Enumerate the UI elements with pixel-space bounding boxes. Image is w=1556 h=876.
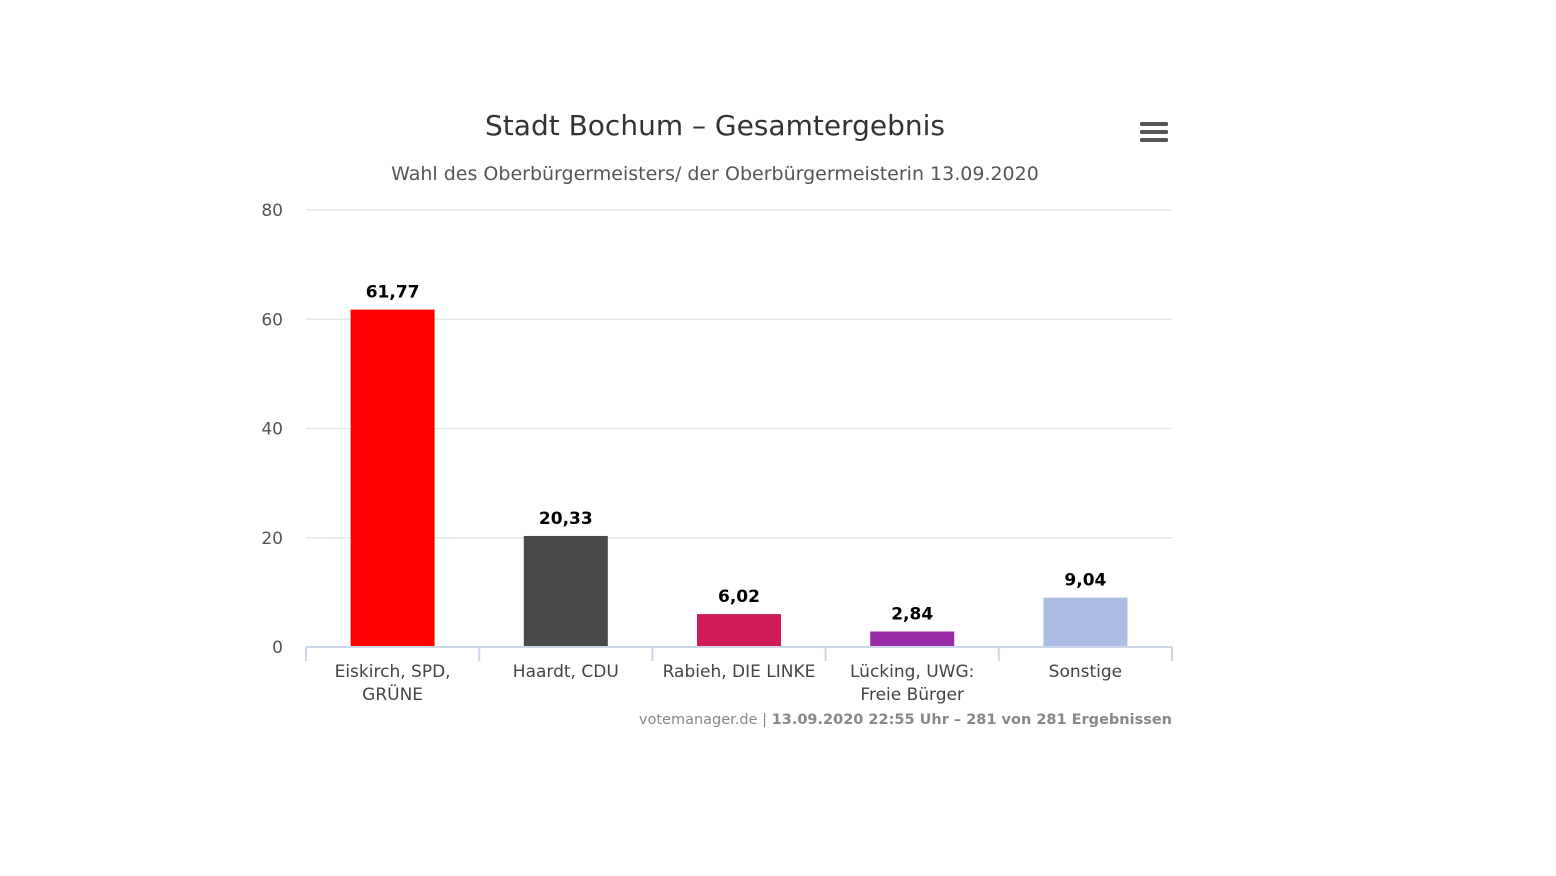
x-tick-label: Sonstige [1049,662,1122,682]
grid [306,209,1172,539]
bar[interactable] [870,631,955,647]
x-tick-label-line: Eiskirch, SPD, [335,662,451,682]
data-label: 6,02 [718,587,760,607]
hamburger-menu-icon[interactable] [1140,122,1168,142]
x-axis: Eiskirch, SPD, GRÜNE Haardt, CDU Rabieh, DI… [305,646,1173,705]
x-tick-label: Haardt, CDU [513,662,619,682]
data-labels: 61,77 20,33 6,02 2,84 9,04 [366,283,1107,625]
bar[interactable] [1043,597,1128,647]
y-tick-label: 60 [261,310,283,330]
x-tick-label: Rabieh, DIE LINKE [663,662,816,682]
bar[interactable] [350,309,435,647]
credits[interactable]: votemanager.de | 13.09.2020 22:55 Uhr – … [639,712,1172,728]
credits-source[interactable]: votemanager.de [639,712,758,728]
x-tick-label-line: Lücking, UWG: [850,662,974,682]
x-tick-label-line: Freie Bürger [860,685,964,705]
bars [350,309,1128,647]
x-tick-label: Lücking, UWG: Freie Bürger [850,662,974,705]
data-label: 61,77 [366,283,420,303]
y-tick-label: 40 [261,420,283,440]
bar[interactable] [523,535,608,647]
y-tick-label: 0 [272,638,283,658]
x-tick-label: Eiskirch, SPD, GRÜNE [335,662,451,705]
data-label: 2,84 [891,604,933,624]
x-tick-label-line: Sonstige [1049,662,1122,682]
chart-title: Stadt Bochum – Gesamtergebnis [485,109,945,142]
credits-separator: | [758,712,772,728]
data-label: 9,04 [1064,571,1106,591]
chart-subtitle: Wahl des Oberbürgermeisters/ der Oberbür… [391,163,1039,185]
y-axis: 0 20 40 60 80 [261,201,283,658]
data-label: 20,33 [539,509,593,529]
y-tick-label: 80 [261,201,283,221]
credits-info: 13.09.2020 22:55 Uhr – 281 von 281 Ergeb… [772,712,1172,728]
x-tick-label-line: GRÜNE [362,683,423,705]
bar[interactable] [697,614,781,647]
y-tick-label: 20 [261,529,283,549]
x-tick-label-line: Haardt, CDU [513,662,619,682]
x-tick-label-line: Rabieh, DIE LINKE [663,662,816,682]
